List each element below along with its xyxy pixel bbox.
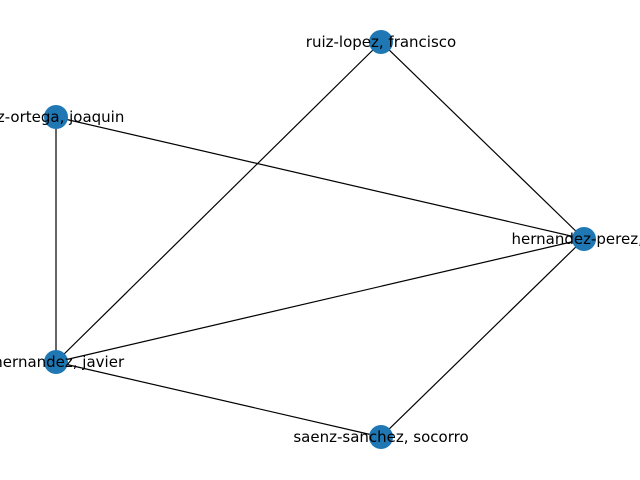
edge-hernandez-javier-saenz: [55, 361, 382, 438]
labels-layer: ruiz-lopez, francisco ez-ortega, joaquin h…: [0, 33, 640, 446]
node-label-hernandez-perez: hernandez-perez, y: [512, 230, 640, 248]
edge-ruiz-hernandez-javier: [55, 41, 382, 363]
node-ruiz: [369, 30, 393, 54]
node-label-saenz: saenz-sanchez, socorro: [293, 428, 468, 446]
node-label-ortega: ez-ortega, joaquin: [0, 108, 124, 126]
edge-saenz-hernandez-perez: [380, 238, 585, 438]
node-saenz: [369, 425, 393, 449]
edge-ruiz-hernandez-perez: [380, 41, 585, 240]
node-hernandez-javier: [44, 350, 68, 374]
node-label-ruiz: ruiz-lopez, francisco: [306, 33, 456, 51]
edges-layer: [55, 41, 585, 438]
nodes-layer: [44, 30, 596, 449]
node-label-hernandez-javier: -hernandez, javier: [0, 353, 125, 371]
node-ortega: [44, 105, 68, 129]
edge-ortega-hernandez-perez: [55, 116, 585, 240]
edge-hernandez-javier-hernandez-perez: [55, 238, 585, 363]
node-hernandez-perez: [572, 227, 596, 251]
